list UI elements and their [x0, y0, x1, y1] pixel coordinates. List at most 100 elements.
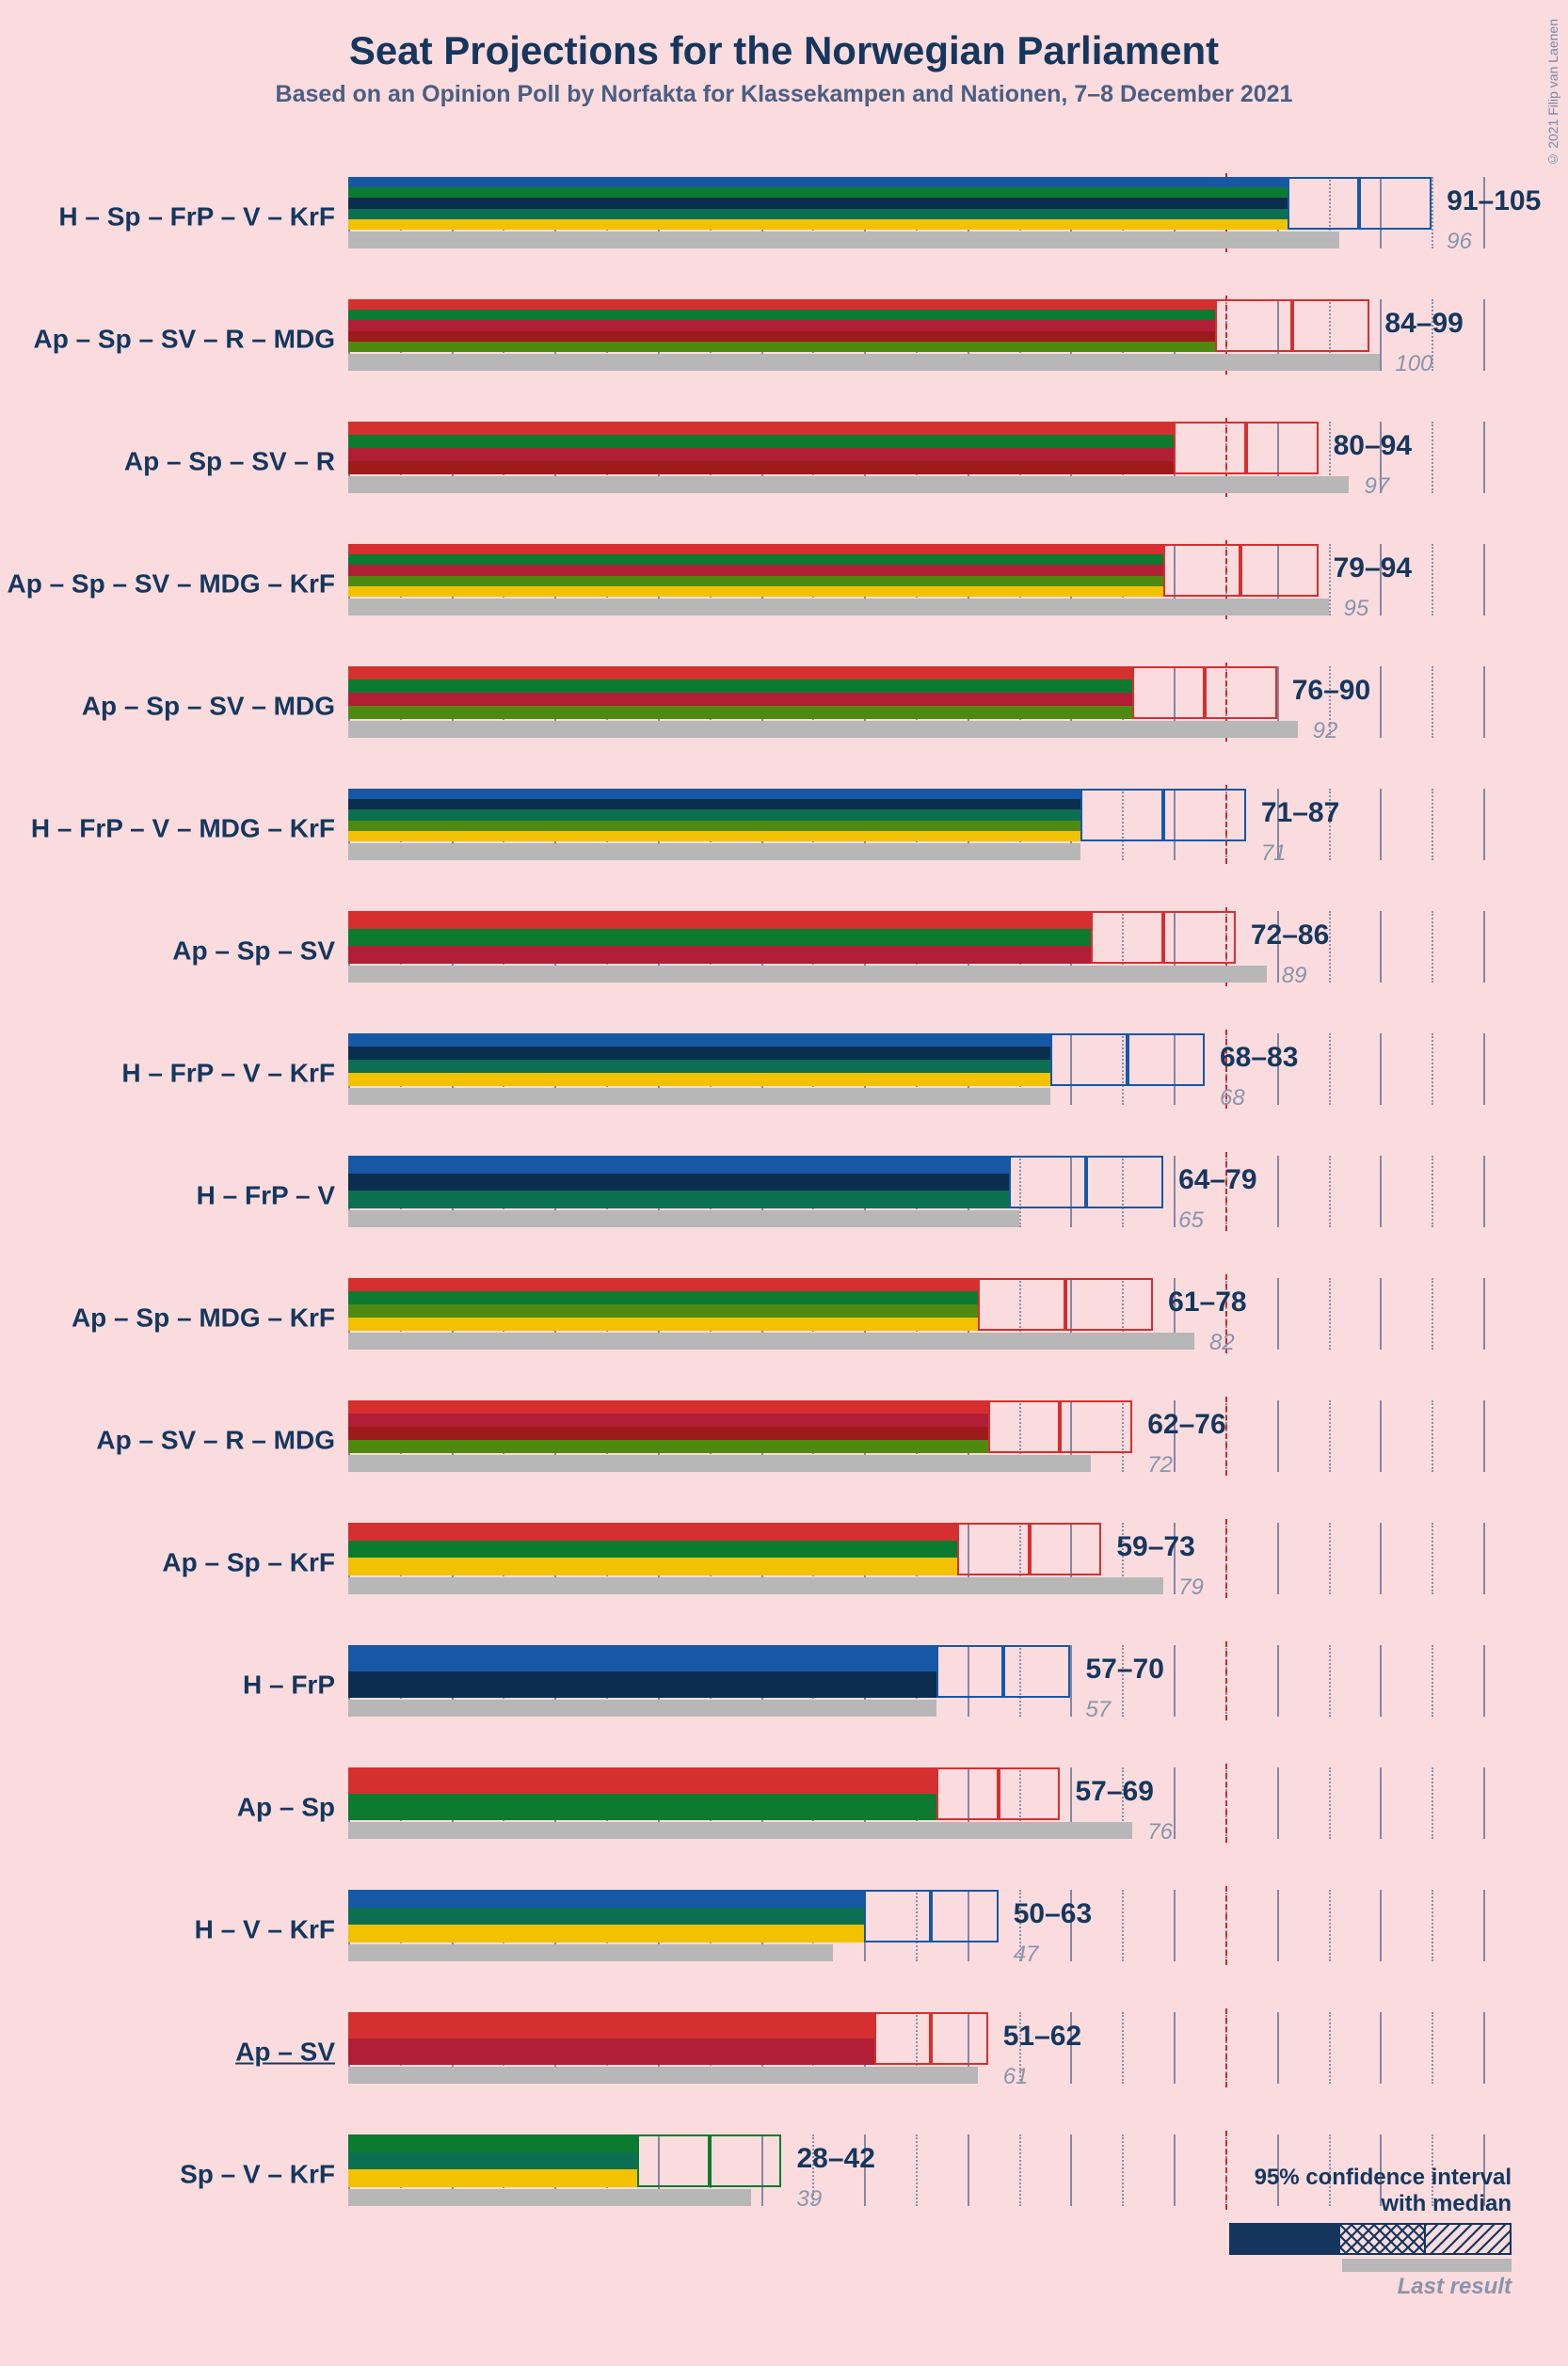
coalition-bar-solid: [348, 1890, 864, 1942]
majority-threshold-line: [1225, 1764, 1227, 1843]
ci-lower-half: [1091, 911, 1163, 964]
chart-container: Seat Projections for the Norwegian Parli…: [0, 0, 1568, 2366]
coalition-label: Ap – Sp – MDG – KrF: [72, 1303, 348, 1334]
party-stripe: [348, 2152, 637, 2170]
gridline-minor: [1432, 1767, 1433, 1839]
party-stripe: [348, 1794, 936, 1820]
last-result-bar: [348, 1700, 936, 1717]
gridline-minor: [1329, 1400, 1331, 1472]
party-stripe: [348, 1908, 864, 1926]
coalition-bar-solid: [348, 1033, 1050, 1086]
last-result-label: 39: [796, 2186, 822, 2213]
party-stripe: [348, 1671, 936, 1698]
ci-lower-half: [957, 1523, 1030, 1575]
last-result-bar: [348, 2189, 751, 2206]
coalition-label: H – FrP – V – KrF: [121, 1059, 348, 1089]
gridline-minor: [1122, 2012, 1124, 2084]
coalition-row: Ap – Sp – MDG – KrF61–7882: [348, 1261, 1483, 1383]
confidence-interval-box: [1163, 544, 1318, 597]
coalition-label: H – Sp – FrP – V – KrF: [58, 202, 348, 232]
gridline-major: [1380, 1645, 1382, 1717]
gridline-minor: [1432, 1033, 1433, 1105]
party-stripe: [348, 1278, 978, 1291]
ci-upper-half: [1128, 1033, 1205, 1086]
party-stripe: [348, 209, 1288, 219]
range-label: 50–63: [1014, 1898, 1092, 1930]
copyright: © 2021 Filip van Laenen: [1545, 19, 1560, 168]
range-label: 91–105: [1447, 185, 1541, 217]
gridline-major: [1174, 1767, 1176, 1839]
gridline-major: [1483, 299, 1485, 371]
party-stripe: [348, 706, 1132, 719]
coalition-label: Ap – SV: [235, 2038, 348, 2068]
last-result-bar: [348, 1944, 833, 1961]
majority-threshold-line: [1225, 2131, 1227, 2210]
gridline-major: [1483, 422, 1485, 493]
party-stripe: [348, 809, 1080, 820]
last-result-label: 89: [1282, 963, 1307, 989]
party-stripe: [348, 448, 1174, 461]
ci-upper-half: [1003, 1645, 1070, 1698]
gridline-minor: [1329, 1033, 1331, 1105]
party-stripe: [348, 1318, 978, 1331]
gridline-minor: [1432, 1278, 1433, 1350]
coalition-row: H – FrP – V – KrF68–8368: [348, 1016, 1483, 1139]
party-stripe: [348, 1047, 1050, 1060]
gridline-major: [1380, 1523, 1382, 1594]
gridline-major: [1483, 1890, 1485, 1961]
coalition-bar-solid: [348, 666, 1132, 719]
last-result-label: 61: [1003, 2064, 1029, 2090]
gridline-major: [1483, 2012, 1485, 2084]
party-stripe: [348, 586, 1163, 597]
gridline-major: [1483, 1278, 1485, 1350]
ci-upper-half: [1240, 544, 1318, 597]
ci-lower-half: [1080, 789, 1163, 841]
party-stripe: [348, 320, 1215, 330]
party-stripe: [348, 693, 1132, 706]
party-stripe: [348, 1191, 1009, 1208]
party-stripe: [348, 544, 1163, 554]
gridline-major: [1483, 666, 1485, 738]
chart-title: Seat Projections for the Norwegian Parli…: [0, 0, 1568, 73]
ci-upper-half: [1163, 911, 1236, 964]
last-result-bar: [348, 1210, 1019, 1227]
ci-upper-half: [1292, 299, 1369, 352]
ci-lower-half: [1132, 666, 1205, 719]
confidence-interval-box: [1132, 666, 1276, 719]
party-stripe: [348, 342, 1215, 352]
range-label: 57–70: [1085, 1654, 1163, 1686]
gridline-major: [1070, 2134, 1072, 2206]
range-label: 71–87: [1261, 797, 1339, 829]
party-stripe: [348, 831, 1080, 841]
confidence-interval-box: [1050, 1033, 1205, 1086]
ci-lower-half: [936, 1767, 999, 1820]
coalition-row: H – FrP – V64–7965: [348, 1139, 1483, 1261]
last-result-bar: [348, 843, 1080, 860]
coalition-label: Ap – Sp – KrF: [162, 1548, 348, 1578]
gridline-minor: [1122, 2134, 1124, 2206]
legend: 95% confidence intervalwith medianLast r…: [1229, 2165, 1512, 2300]
party-stripe: [348, 219, 1288, 230]
coalition-bar-solid: [348, 544, 1163, 597]
coalition-row: H – FrP – V – MDG – KrF71–8771: [348, 772, 1483, 894]
gridline-minor: [1432, 911, 1433, 983]
party-stripe: [348, 198, 1288, 208]
coalition-row: Ap – Sp – SV – R – MDG84–99100: [348, 282, 1483, 405]
ci-lower-half: [978, 1278, 1065, 1331]
range-label: 68–83: [1220, 1042, 1298, 1074]
gridline-major: [968, 2134, 969, 2206]
confidence-interval-box: [988, 1400, 1132, 1453]
last-result-label: 65: [1178, 1207, 1204, 1234]
coalition-bar-solid: [348, 1278, 978, 1331]
gridline-minor: [1432, 789, 1433, 860]
ci-upper-half: [1359, 177, 1432, 230]
ci-lower-half: [1215, 299, 1292, 352]
party-stripe: [348, 1156, 1009, 1174]
party-stripe: [348, 1925, 864, 1942]
confidence-interval-box: [1215, 299, 1369, 352]
party-stripe: [348, 187, 1288, 198]
range-label: 79–94: [1334, 552, 1412, 584]
coalition-bar-solid: [348, 2134, 637, 2187]
confidence-interval-box: [1288, 177, 1432, 230]
party-stripe: [348, 1890, 864, 1908]
